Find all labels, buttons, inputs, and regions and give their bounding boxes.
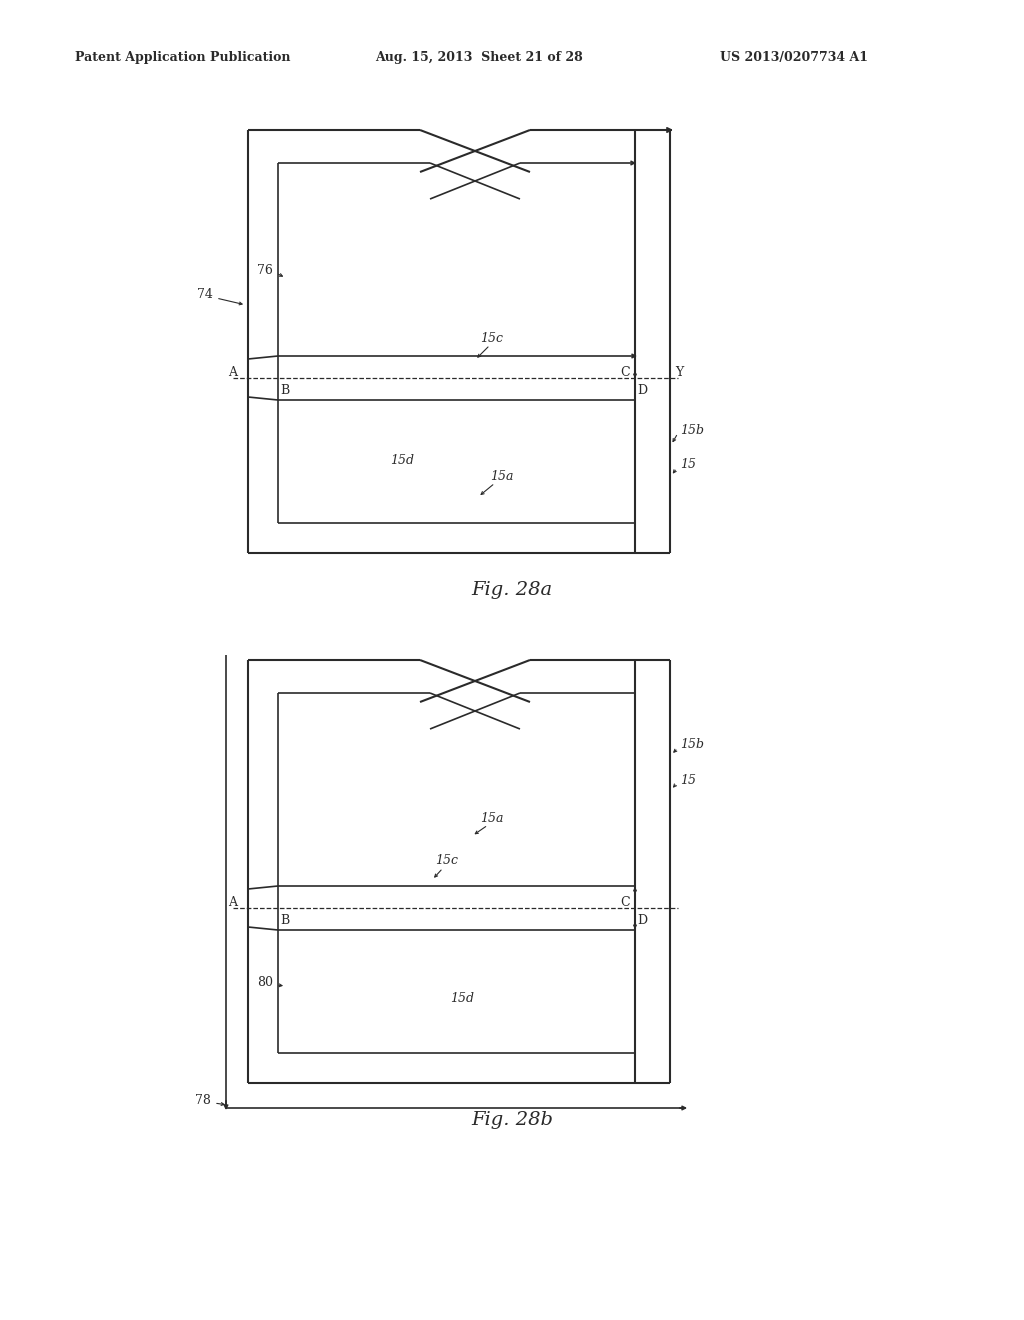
Text: Fig. 28a: Fig. 28a [471,581,553,599]
Text: 15c: 15c [480,331,503,345]
Text: 15b: 15b [680,738,705,751]
Text: 80: 80 [257,977,273,990]
Text: 15a: 15a [490,470,513,483]
Text: C: C [621,896,630,909]
Text: B: B [280,384,289,396]
Text: 15b: 15b [680,424,705,437]
Text: B: B [280,913,289,927]
Text: 15c: 15c [435,854,458,866]
Text: Fig. 28b: Fig. 28b [471,1111,553,1129]
Text: 78: 78 [196,1094,211,1107]
Text: 76: 76 [257,264,273,276]
Text: Patent Application Publication: Patent Application Publication [75,51,291,65]
Text: 15a: 15a [480,812,504,825]
Text: 15d: 15d [450,991,474,1005]
Text: Y: Y [675,367,683,380]
Text: 15: 15 [680,458,696,471]
Text: A: A [228,896,237,909]
Text: US 2013/0207734 A1: US 2013/0207734 A1 [720,51,868,65]
Text: C: C [621,367,630,380]
Text: 15: 15 [680,774,696,787]
Text: Aug. 15, 2013  Sheet 21 of 28: Aug. 15, 2013 Sheet 21 of 28 [375,51,583,65]
Text: 15d: 15d [390,454,414,466]
Text: D: D [637,384,647,396]
Text: 74: 74 [198,289,213,301]
Text: A: A [228,367,237,380]
Text: D: D [637,913,647,927]
